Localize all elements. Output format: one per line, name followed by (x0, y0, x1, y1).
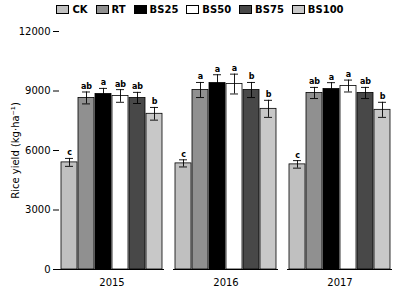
html-text:RT: RT (111, 4, 126, 15)
svg-text:2015: 2015 (99, 277, 124, 288)
svg-text:6000: 6000 (25, 145, 50, 156)
svg-text:9000: 9000 (25, 85, 50, 96)
html-text:BS25: BS25 (149, 4, 179, 15)
svg-text:c: c (295, 151, 300, 160)
svg-text:2017: 2017 (327, 277, 352, 288)
svg-text:0: 0 (44, 264, 50, 275)
svg-text:2016: 2016 (213, 277, 238, 288)
svg-text:b: b (380, 92, 386, 101)
svg-text:a: a (101, 78, 106, 87)
svg-text:a: a (232, 64, 237, 73)
svg-text:c: c (181, 150, 186, 159)
html-text:BS100: BS100 (307, 4, 344, 15)
svg-text:b: b (249, 72, 255, 81)
svg-text:ab: ab (309, 77, 320, 86)
svg-text:ab: ab (132, 82, 143, 91)
svg-text:Rice yield (kg·ha⁻¹): Rice yield (kg·ha⁻¹) (10, 102, 21, 199)
svg-text:ab: ab (360, 77, 371, 86)
svg-text:a: a (346, 70, 351, 79)
svg-text:a: a (198, 72, 203, 81)
svg-text:b: b (266, 90, 272, 99)
svg-text:12000: 12000 (19, 26, 51, 37)
svg-text:c: c (67, 148, 72, 157)
svg-text:ab: ab (115, 80, 126, 89)
svg-text:b: b (152, 97, 158, 106)
svg-text:ab: ab (81, 82, 92, 91)
svg-text:a: a (215, 65, 220, 74)
svg-text:3000: 3000 (25, 204, 50, 215)
html-text:BS75: BS75 (255, 4, 284, 15)
svg-text:a: a (329, 73, 334, 82)
html-text:CK: CK (72, 4, 88, 15)
html-text:BS50: BS50 (202, 4, 232, 15)
